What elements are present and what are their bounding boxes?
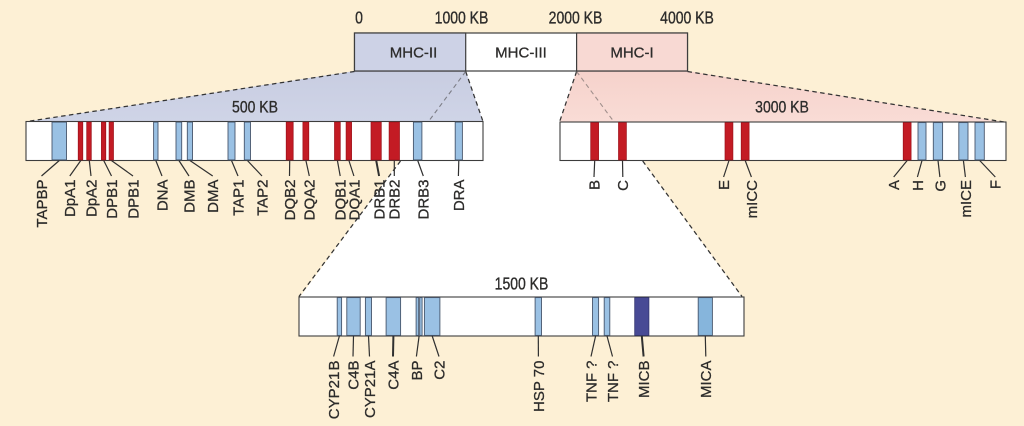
svg-text:1500 KB: 1500 KB xyxy=(495,275,549,294)
svg-text:DpA2: DpA2 xyxy=(83,180,100,218)
svg-text:DQB1: DQB1 xyxy=(333,180,350,221)
svg-text:0: 0 xyxy=(355,9,363,28)
svg-text:TAPBP: TAPBP xyxy=(34,180,51,228)
svg-text:500 KB: 500 KB xyxy=(232,98,278,116)
svg-text:CYP21A: CYP21A xyxy=(362,361,379,419)
svg-text:C2: C2 xyxy=(431,361,448,380)
svg-text:C4B: C4B xyxy=(345,361,362,390)
svg-text:F: F xyxy=(988,180,1005,189)
svg-text:1000 KB: 1000 KB xyxy=(435,9,489,28)
svg-text:BP: BP xyxy=(409,361,426,381)
svg-text:HSP 70: HSP 70 xyxy=(531,361,548,412)
svg-text:4000 KB: 4000 KB xyxy=(660,9,714,28)
svg-text:C4A: C4A xyxy=(385,361,402,390)
svg-text:MICA: MICA xyxy=(698,361,715,399)
svg-text:C: C xyxy=(615,180,632,191)
svg-text:DRB2: DRB2 xyxy=(387,180,404,220)
svg-text:MHC-III: MHC-III xyxy=(495,45,547,62)
svg-text:DRB1: DRB1 xyxy=(372,180,389,220)
svg-text:TNF ?: TNF ? xyxy=(605,361,622,403)
svg-text:MHC-II: MHC-II xyxy=(390,45,438,62)
svg-text:TNF ?: TNF ? xyxy=(583,361,600,403)
svg-text:DMB: DMB xyxy=(181,180,198,213)
svg-text:H: H xyxy=(910,180,927,191)
svg-text:DMA: DMA xyxy=(205,180,222,213)
svg-text:DQB2: DQB2 xyxy=(282,180,299,221)
svg-text:3000 KB: 3000 KB xyxy=(755,98,809,116)
svg-text:DNA: DNA xyxy=(154,180,171,212)
svg-text:DRA: DRA xyxy=(451,180,468,212)
svg-text:DPB1: DPB1 xyxy=(104,180,121,219)
svg-text:B: B xyxy=(586,180,603,190)
svg-text:DQA2: DQA2 xyxy=(302,180,319,221)
svg-text:mICE: mICE xyxy=(958,180,975,218)
svg-text:DpA1: DpA1 xyxy=(62,180,79,218)
svg-text:A: A xyxy=(886,180,903,190)
svg-text:MICB: MICB xyxy=(636,361,653,399)
svg-text:TAP2: TAP2 xyxy=(254,180,271,216)
svg-text:E: E xyxy=(716,180,733,190)
svg-text:DQA1: DQA1 xyxy=(346,180,363,221)
svg-text:G: G xyxy=(932,180,949,192)
svg-text:TAP1: TAP1 xyxy=(230,180,247,216)
svg-text:DRB3: DRB3 xyxy=(416,180,433,220)
svg-text:2000 KB: 2000 KB xyxy=(549,9,603,28)
svg-text:MHC-I: MHC-I xyxy=(610,45,653,62)
svg-text:mICC: mICC xyxy=(744,180,761,218)
svg-text:DPB1: DPB1 xyxy=(125,180,142,219)
svg-text:CYP21B: CYP21B xyxy=(326,361,343,420)
